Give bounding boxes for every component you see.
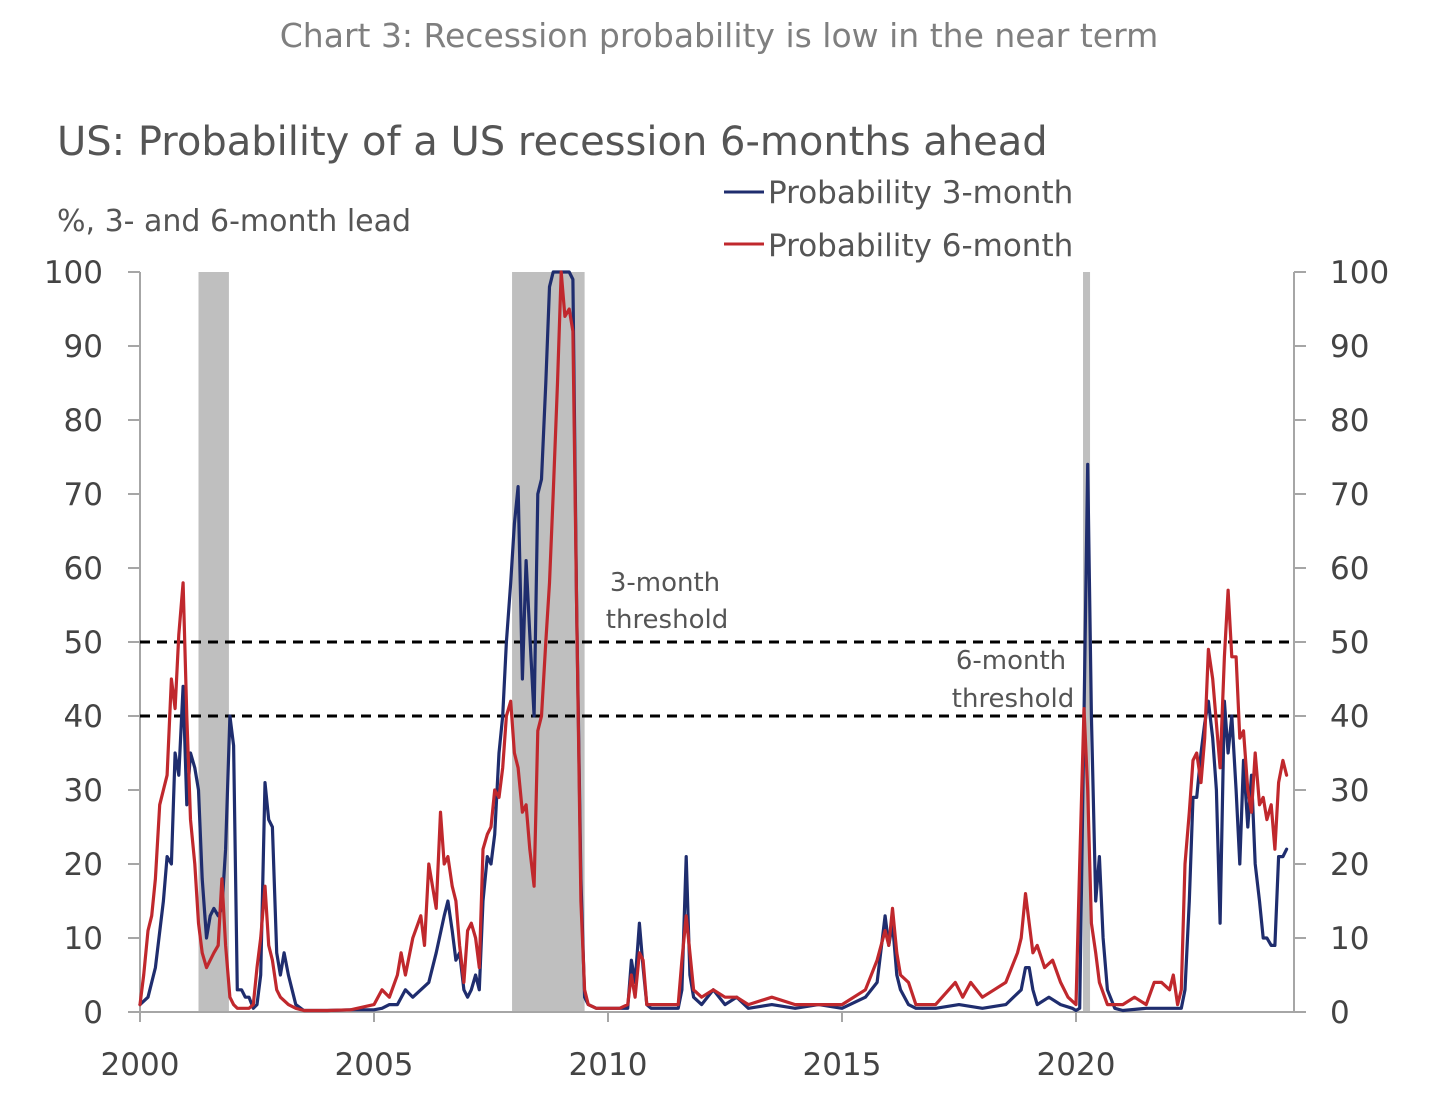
x-tick-label-2010: 2010 <box>569 1047 648 1083</box>
legend: Probability 3-month Probability 6-month <box>724 175 1073 264</box>
y-tick-label-left-20: 20 <box>64 847 103 883</box>
series-line-probability-6-month <box>138 270 1289 1013</box>
threshold-6-month-label-line2: threshold <box>952 684 1074 714</box>
y-tick-label-left-80: 80 <box>64 403 103 439</box>
threshold-3-month-label-line2: threshold <box>606 605 728 635</box>
y-tick-label-left-40: 40 <box>64 699 103 735</box>
y-tick-label-right-40: 40 <box>1330 699 1369 735</box>
y-tick-label-right-10: 10 <box>1330 921 1369 957</box>
y-tick-label-left-30: 30 <box>64 773 103 809</box>
y-tick-label-right-20: 20 <box>1330 847 1369 883</box>
y-tick-label-left-70: 70 <box>64 477 103 513</box>
y-tick-label-right-90: 90 <box>1330 329 1369 365</box>
chart-subtitle: US: Probability of a US recession 6-mont… <box>57 119 1048 165</box>
x-tick-label-2015: 2015 <box>803 1047 882 1083</box>
y-tick-label-left-100: 100 <box>44 255 103 291</box>
y-tick-label-left-10: 10 <box>64 921 103 957</box>
y-tick-label-right-50: 50 <box>1330 625 1369 661</box>
threshold-3-month-label-line1: 3-month <box>610 568 720 598</box>
y-tick-label-right-70: 70 <box>1330 477 1369 513</box>
y-tick-label-right-80: 80 <box>1330 403 1369 439</box>
y-tick-label-right-0: 0 <box>1330 995 1350 1031</box>
series-lines <box>138 270 1289 1013</box>
legend-label-3-month: Probability 3-month <box>768 175 1073 211</box>
x-tick-label-2005: 2005 <box>335 1047 414 1083</box>
threshold-6-month-label-line1: 6-month <box>956 646 1066 676</box>
y-tick-label-right-100: 100 <box>1330 255 1389 291</box>
chart-title: Chart 3: Recession probability is low in… <box>280 16 1158 55</box>
x-tick-label-2020: 2020 <box>1037 1047 1116 1083</box>
threshold-annotations: 3-month threshold 6-month threshold <box>606 568 1074 714</box>
y-axis-label: %, 3- and 6-month lead <box>57 204 411 239</box>
y-tick-label-left-0: 0 <box>83 995 103 1031</box>
y-tick-label-left-60: 60 <box>64 551 103 587</box>
y-tick-label-left-50: 50 <box>64 625 103 661</box>
x-tick-label-2000: 2000 <box>101 1047 180 1083</box>
legend-label-6-month: Probability 6-month <box>768 228 1073 264</box>
y-tick-label-left-90: 90 <box>64 329 103 365</box>
y-tick-label-right-30: 30 <box>1330 773 1369 809</box>
threshold-lines <box>140 640 1294 718</box>
y-tick-label-right-60: 60 <box>1330 551 1369 587</box>
